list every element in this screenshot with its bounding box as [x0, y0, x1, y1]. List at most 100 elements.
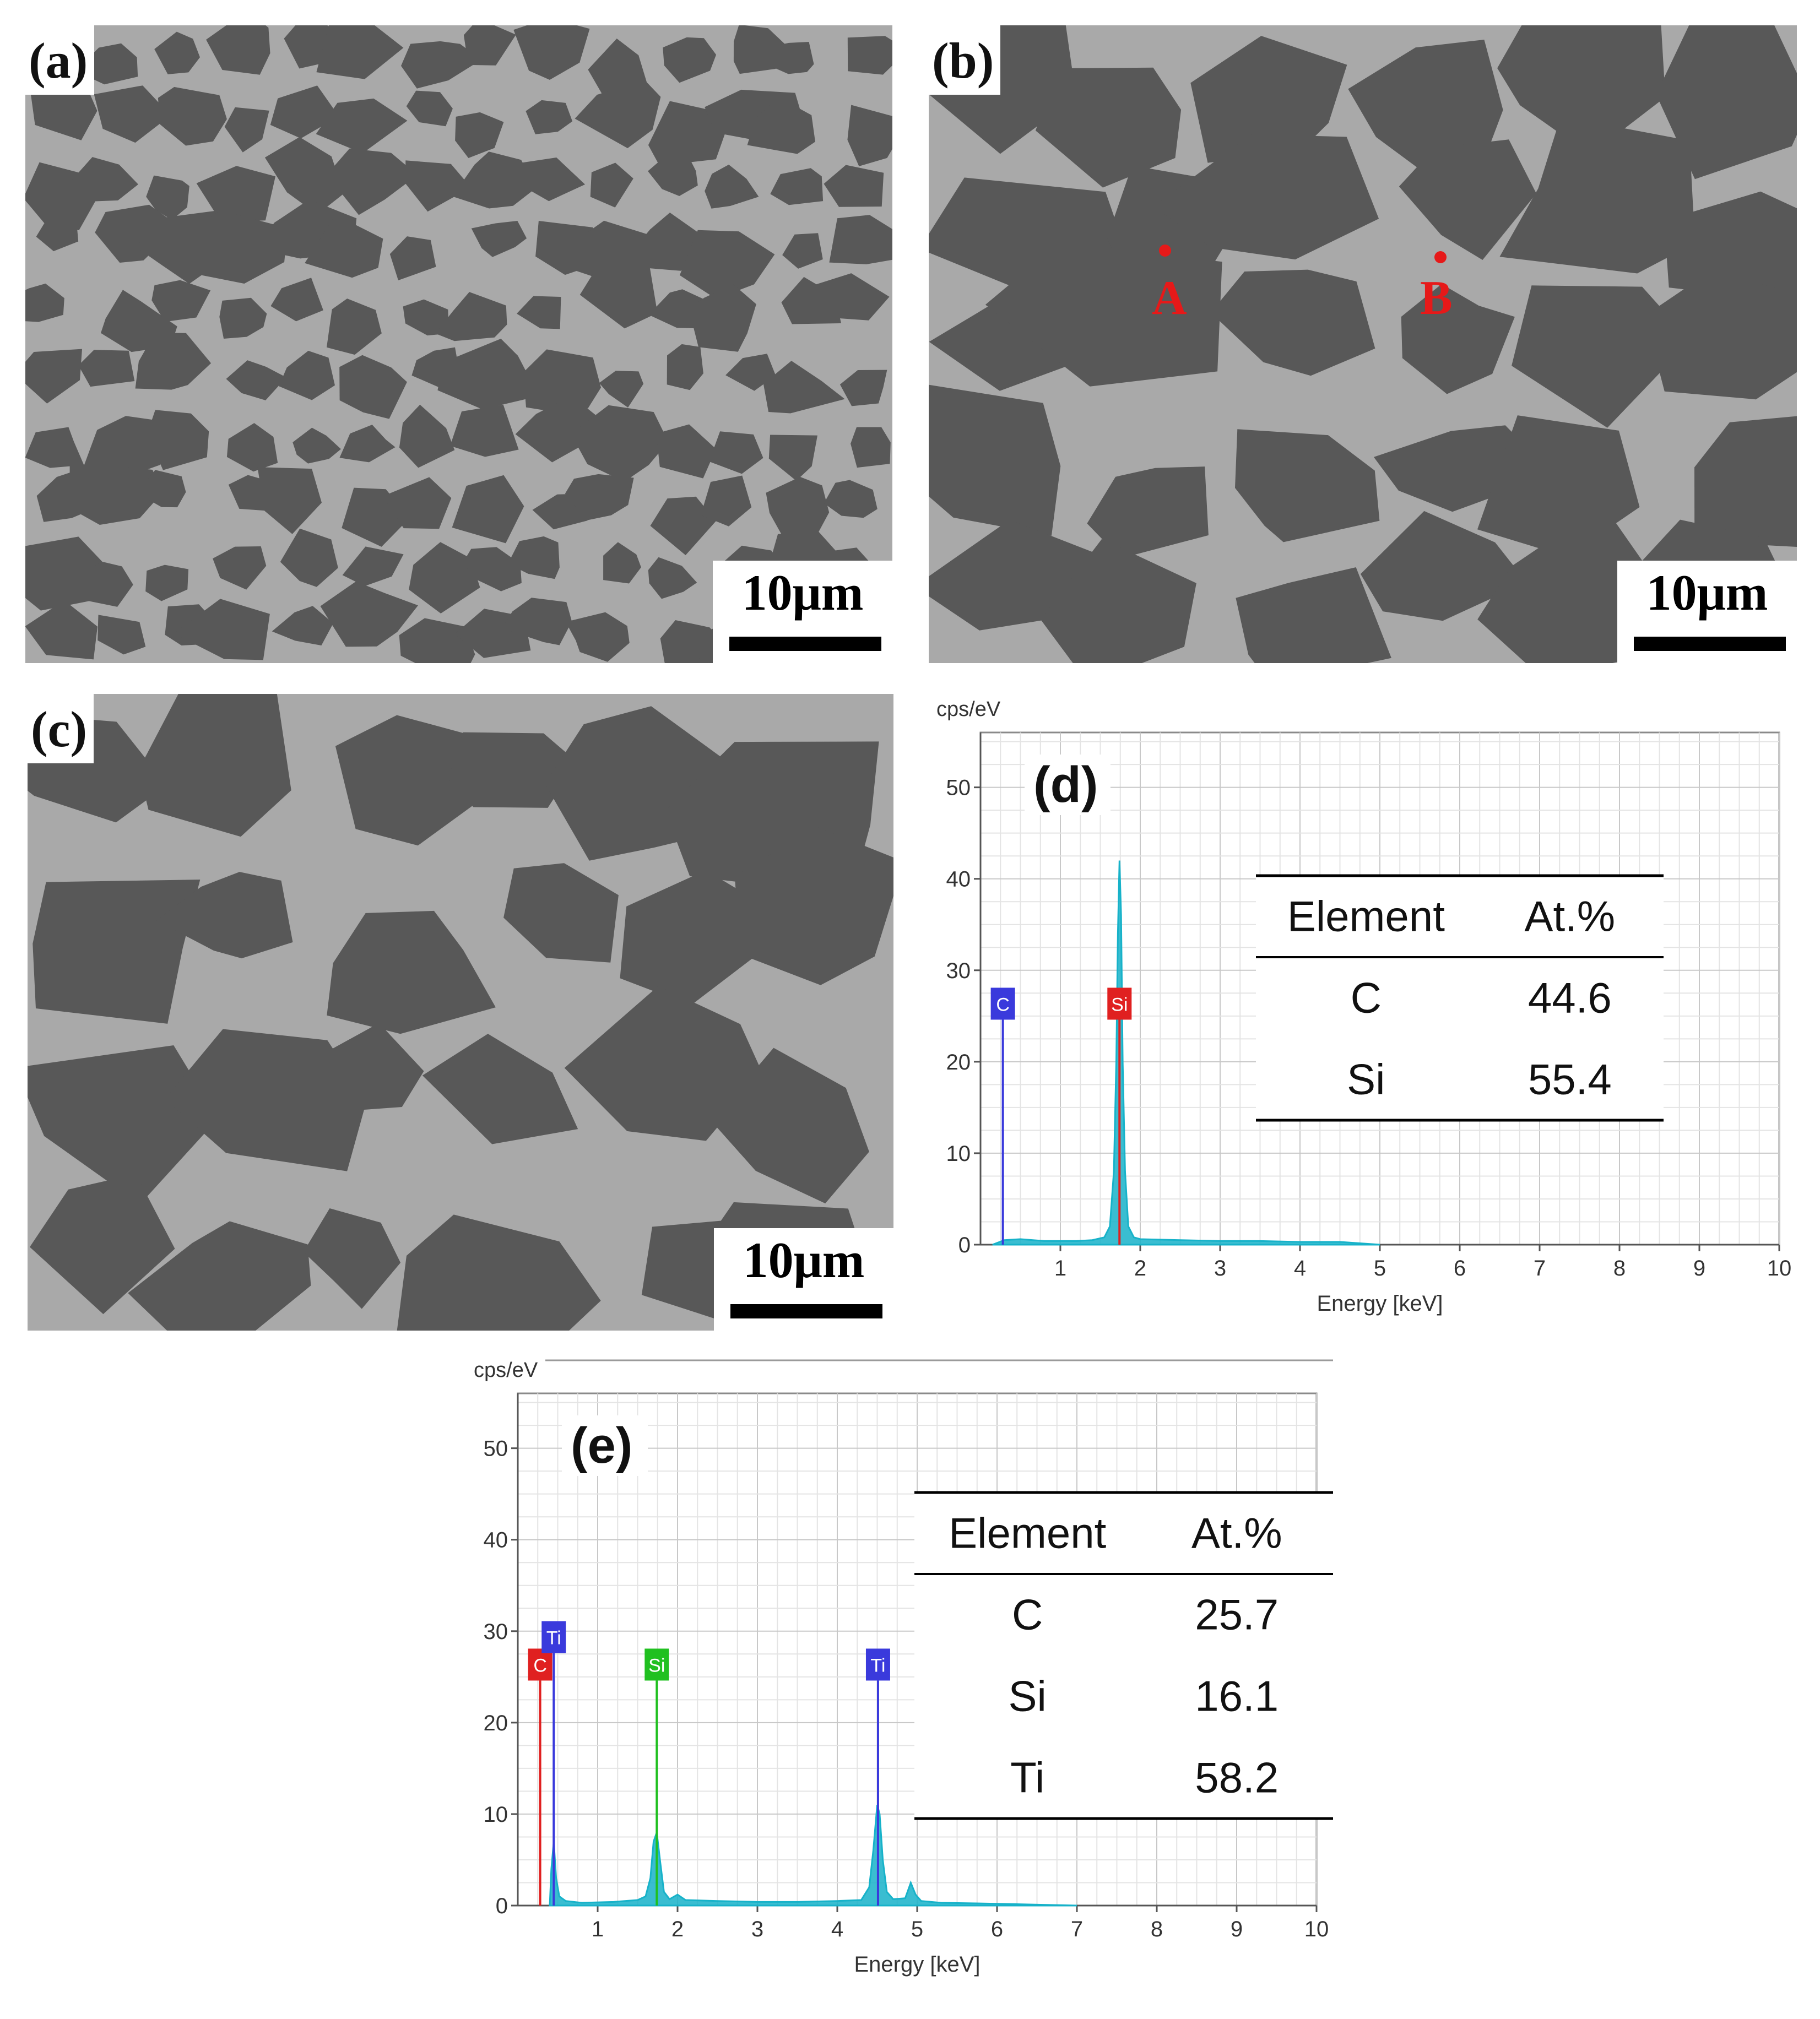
panel-label-b: (b) [929, 25, 1001, 95]
grain [401, 41, 481, 89]
eds-chart-e: 0 10 20 30 40 50 1 2 3 4 5 6 7 8 9 10 cps/eV Energy [keV]… [463, 1355, 1344, 2005]
micrograph-a [25, 25, 892, 663]
x-tick-label: 10 [1304, 1917, 1329, 1941]
grain [761, 42, 814, 74]
grain [128, 1221, 311, 1331]
grain [146, 175, 189, 220]
x-tick-label: 2 [1134, 1256, 1146, 1280]
grain [25, 600, 98, 660]
grain [322, 1023, 424, 1111]
grain [36, 218, 79, 252]
grain [145, 565, 189, 601]
grain [648, 101, 728, 166]
element-badge-si [644, 1648, 669, 1681]
grain [656, 424, 716, 479]
y-tick-label: 0 [958, 1233, 971, 1257]
grain [526, 100, 573, 134]
grain [339, 355, 407, 419]
scale-bar-c: 10μm [714, 1228, 893, 1331]
table-header: At.% [1524, 892, 1615, 941]
grain [98, 615, 146, 655]
grain [1190, 36, 1347, 163]
y-tick-label: 20 [946, 1050, 971, 1074]
x-tick-label: 1 [592, 1917, 604, 1941]
y-tick-label: 30 [484, 1620, 508, 1644]
grain [648, 557, 697, 599]
grain [465, 547, 522, 591]
grain [1035, 67, 1182, 188]
element-badge-ti [865, 1648, 890, 1681]
table-cell-element: C [1351, 974, 1382, 1022]
grain [32, 880, 201, 1024]
x-tick-label: 5 [911, 1917, 923, 1941]
grain [1348, 40, 1503, 179]
grain [455, 112, 504, 158]
panel-label-bg [562, 1415, 648, 1476]
table-header: Element [1287, 892, 1445, 941]
grain [137, 470, 186, 508]
grain [406, 90, 453, 127]
grain [403, 299, 449, 336]
grain [725, 354, 776, 391]
grain [397, 1214, 601, 1331]
eds-spectrum-d: 0 10 20 30 40 50 1 2 3 4 5 6 7 8 9 10 cps/eV Energy [keV]… [936, 698, 1791, 1316]
grain [929, 384, 1061, 536]
grain [663, 37, 717, 83]
y-tick-label: 10 [946, 1142, 971, 1166]
x-tick-label: 9 [1231, 1917, 1243, 1941]
grain [292, 427, 341, 464]
grain [405, 160, 471, 212]
grain [79, 561, 133, 607]
table-cell-element: Si [1347, 1055, 1385, 1104]
grain [1401, 284, 1515, 394]
table-bg [1256, 876, 1664, 1120]
grain [985, 243, 1222, 387]
grain [320, 581, 418, 647]
grain [213, 546, 267, 590]
element-badge-label: Ti [546, 1628, 561, 1649]
grain [851, 427, 891, 468]
grain [135, 333, 212, 390]
grain [518, 158, 586, 202]
eds-chart-d: 0 10 20 30 40 50 1 2 3 4 5 6 7 8 9 10 cps/eV Energy [keV]… [925, 694, 1807, 1333]
element-badge-label: C [996, 994, 1010, 1015]
grain [590, 162, 633, 208]
grain [437, 339, 539, 410]
grain [30, 1174, 175, 1315]
grain [711, 1048, 869, 1204]
grain [824, 480, 878, 518]
grain [508, 536, 560, 579]
x-tick-label: 4 [1294, 1256, 1306, 1280]
element-badge-label: Si [1111, 994, 1128, 1015]
grain [303, 1208, 401, 1309]
grain [1512, 285, 1691, 428]
grain [156, 872, 293, 959]
panel-label-bg [1025, 755, 1111, 815]
y-tick-label: 20 [484, 1711, 508, 1735]
table-cell-value: 58.2 [1195, 1754, 1279, 1802]
grain [435, 292, 507, 341]
grain [264, 137, 344, 215]
x-tick-label: 3 [751, 1917, 763, 1941]
x-tick-label: 8 [1151, 1917, 1163, 1941]
spectrum-area [992, 860, 1380, 1246]
grain [382, 477, 452, 529]
micrograph-c [28, 694, 893, 1331]
scale-bar-a: 10μm [713, 561, 892, 663]
grain [190, 210, 288, 284]
scale-bar-line [730, 1304, 882, 1318]
grain [806, 273, 890, 321]
y-tick-label: 50 [946, 776, 971, 800]
grain [650, 496, 716, 556]
grain [270, 278, 323, 322]
table-cell-value: 44.6 [1528, 974, 1612, 1022]
grain [734, 826, 893, 985]
sem-panel-b: (b) A B 10μm [929, 25, 1797, 663]
point-label-a: A [1152, 272, 1187, 325]
grain [448, 732, 578, 808]
grain [399, 404, 455, 468]
grain [575, 80, 661, 149]
grain [29, 82, 98, 140]
grain [1235, 429, 1380, 542]
grain [1694, 416, 1797, 547]
